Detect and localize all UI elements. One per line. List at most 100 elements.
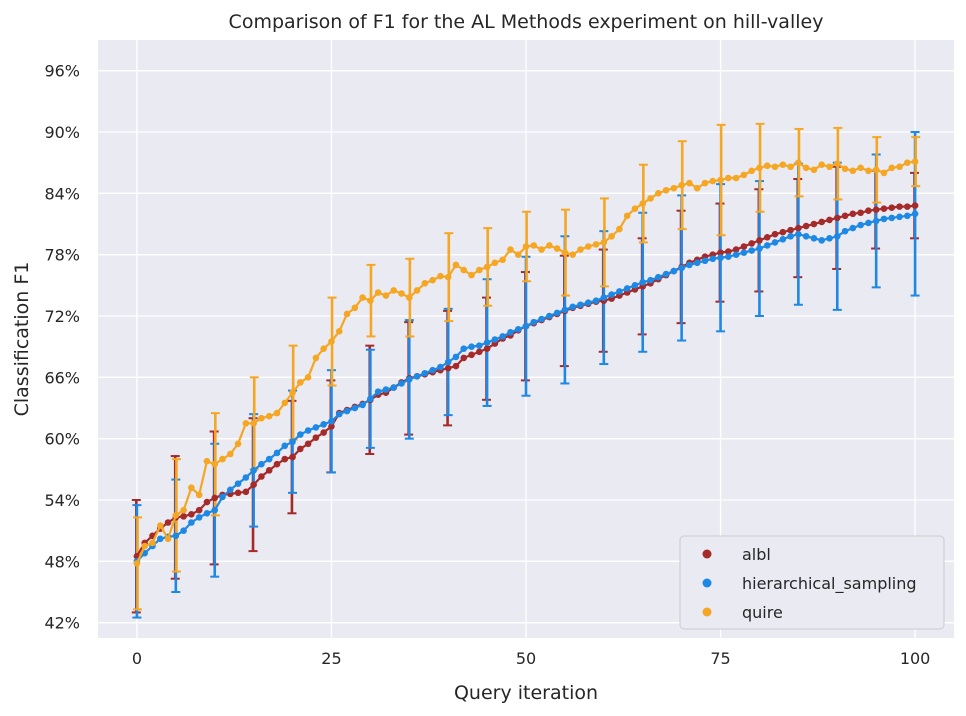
data-point-hierarchical-sampling (904, 212, 911, 220)
data-point-quire (872, 166, 880, 174)
legend-label-quire: quire (742, 603, 783, 622)
data-point-hierarchical-sampling (265, 455, 273, 463)
data-point-quire (335, 328, 343, 335)
data-point-hierarchical-sampling (756, 245, 763, 252)
data-point-hierarchical-sampling (258, 460, 265, 468)
data-point-albl (444, 364, 452, 372)
legend-marker-quire (702, 607, 712, 617)
x-axis-label: Query iteration (454, 682, 598, 704)
data-point-quire (654, 190, 662, 197)
data-point-quire (320, 345, 327, 353)
data-point-hierarchical-sampling (234, 480, 242, 487)
data-point-albl (211, 494, 219, 502)
data-point-albl (795, 224, 802, 232)
data-point-hierarchical-sampling (841, 227, 849, 235)
data-point-quire (553, 245, 561, 252)
data-point-quire (530, 242, 538, 249)
data-point-quire (258, 414, 265, 422)
data-point-quire (584, 243, 592, 250)
data-point-quire (421, 279, 429, 287)
data-point-quire (911, 158, 919, 165)
data-point-hierarchical-sampling (530, 318, 538, 326)
data-point-hierarchical-sampling (546, 312, 553, 320)
data-point-quire (833, 160, 841, 167)
data-point-quire (281, 399, 289, 407)
data-point-quire (592, 241, 600, 248)
data-point-albl (833, 214, 841, 222)
data-point-hierarchical-sampling (872, 217, 880, 225)
data-point-hierarchical-sampling (367, 395, 374, 403)
data-point-hierarchical-sampling (398, 380, 405, 387)
data-point-quire (234, 440, 242, 448)
data-point-hierarchical-sampling (686, 261, 693, 269)
data-point-albl (748, 240, 755, 247)
data-point-albl (234, 489, 242, 497)
data-point-hierarchical-sampling (732, 251, 740, 258)
data-point-quire (546, 242, 553, 249)
data-point-quire (896, 163, 903, 171)
data-point-quire (390, 287, 398, 294)
data-point-hierarchical-sampling (195, 514, 203, 521)
data-point-albl (188, 511, 195, 518)
data-point-hierarchical-sampling (802, 232, 810, 240)
data-point-albl (203, 498, 211, 506)
data-point-quire (693, 184, 701, 192)
data-point-hierarchical-sampling (725, 253, 732, 261)
data-point-quire (717, 176, 724, 184)
data-point-hierarchical-sampling (289, 438, 296, 446)
data-point-quire (398, 290, 405, 297)
data-point-hierarchical-sampling (444, 358, 452, 366)
data-point-quire (476, 266, 483, 274)
data-point-hierarchical-sampling (717, 254, 724, 262)
y-tick-label: 84% (44, 184, 80, 203)
data-point-hierarchical-sampling (748, 247, 755, 254)
data-point-albl (771, 230, 779, 238)
data-point-albl (452, 362, 460, 370)
data-point-quire (608, 232, 615, 240)
data-point-albl (304, 440, 312, 448)
y-tick-label: 90% (44, 123, 80, 142)
data-point-hierarchical-sampling (437, 363, 444, 371)
data-point-quire (405, 294, 413, 301)
data-point-hierarchical-sampling (795, 230, 802, 238)
data-point-hierarchical-sampling (203, 509, 211, 517)
data-point-hierarchical-sampling (188, 519, 195, 526)
data-point-quire (678, 181, 685, 189)
data-point-hierarchical-sampling (701, 257, 709, 265)
data-point-quire (211, 460, 219, 468)
data-point-hierarchical-sampling (211, 506, 219, 514)
data-point-hierarchical-sampling (359, 401, 366, 409)
data-point-hierarchical-sampling (896, 213, 903, 221)
data-point-hierarchical-sampling (818, 237, 826, 244)
data-point-hierarchical-sampling (826, 235, 833, 242)
data-point-quire (195, 491, 203, 499)
data-point-quire (273, 409, 281, 417)
data-point-quire (444, 273, 452, 281)
data-point-quire (203, 457, 211, 465)
legend-label-albl: albl (742, 545, 771, 564)
data-point-albl (180, 513, 187, 520)
data-point-quire (367, 297, 374, 304)
data-point-hierarchical-sampling (219, 493, 226, 501)
data-point-albl (826, 216, 833, 224)
data-point-hierarchical-sampling (865, 219, 872, 227)
data-point-quire (343, 310, 351, 318)
data-point-hierarchical-sampling (538, 315, 545, 323)
data-point-albl (281, 455, 289, 463)
data-point-quire (242, 420, 250, 427)
data-point-quire (577, 246, 584, 253)
data-point-albl (483, 345, 491, 353)
data-point-albl (888, 204, 896, 211)
data-point-hierarchical-sampling (172, 532, 180, 540)
data-point-albl (265, 467, 273, 474)
data-point-quire (561, 249, 569, 256)
data-point-albl (476, 348, 483, 356)
data-point-hierarchical-sampling (491, 336, 499, 343)
y-tick-label: 96% (44, 62, 80, 81)
data-point-quire (538, 246, 545, 253)
data-point-quire (732, 174, 740, 182)
data-point-hierarchical-sampling (880, 215, 888, 223)
data-point-hierarchical-sampling (226, 486, 234, 494)
y-tick-label: 66% (44, 368, 80, 387)
